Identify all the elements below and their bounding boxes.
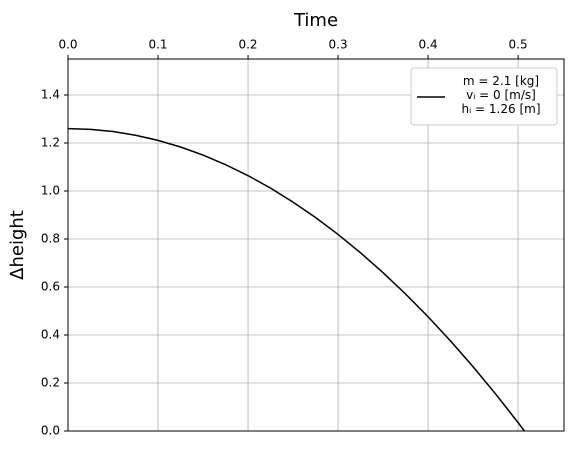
line-series [67, 127, 525, 432]
x-tick-label: 0.1 [148, 38, 167, 52]
x-tick-label: 0.0 [58, 38, 77, 52]
axes-frame [67, 58, 565, 432]
legend-label: m = 2.1 [kg] vᵢ = 0 [m/s] hᵢ = 1.26 [m] [461, 74, 541, 116]
legend-box [410, 67, 558, 126]
x-tick-label: 0.5 [509, 38, 528, 52]
x-tick-label: 0.4 [419, 38, 438, 52]
y-tick-label: 0.4 [41, 328, 60, 342]
y-tick-label: 0.6 [41, 280, 60, 294]
x-tick-label: 0.2 [238, 38, 257, 52]
y-axis-label: Δheight [7, 210, 28, 280]
y-tick-label: 1.2 [41, 136, 60, 150]
y-tick-label: 0.8 [41, 232, 60, 246]
y-tick-label: 0.0 [41, 424, 60, 438]
y-tick-label: 0.2 [41, 376, 60, 390]
chart-title: Time [293, 10, 338, 31]
y-tick-label: 1.4 [41, 88, 60, 102]
y-tick-label: 1.0 [41, 184, 60, 198]
x-tick-label: 0.3 [329, 38, 348, 52]
